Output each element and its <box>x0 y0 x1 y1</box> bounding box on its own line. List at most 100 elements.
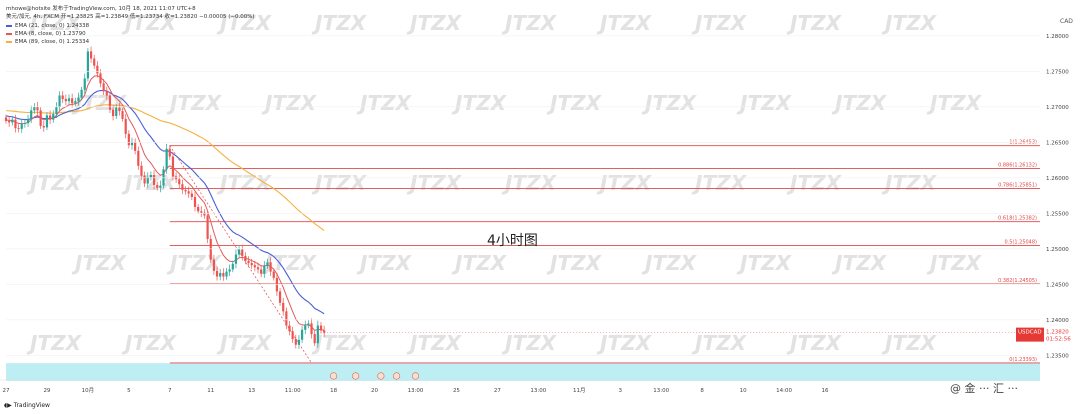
watermark-mark: JTZX <box>26 11 83 35</box>
legend-ema21-label: EMA (21, close, 0) 1.24338 <box>15 23 90 29</box>
countdown-label: 01:52:56 <box>1046 337 1071 343</box>
candle-body <box>146 177 149 184</box>
watermark-mark: JTZX <box>71 251 128 275</box>
x-tick-label: 11 <box>207 388 214 394</box>
watermark-mark: JTZX <box>166 91 223 115</box>
y-tick-label: 1.23500 <box>1046 353 1069 359</box>
legend-ema8[interactable]: EMA (8, close, 0) 1.23790 <box>6 31 86 38</box>
watermark-mark: JTZX <box>736 251 793 275</box>
candle-body <box>272 271 275 278</box>
candle-body <box>316 325 319 344</box>
y-tick-label: 1.26000 <box>1046 176 1069 182</box>
ema89-swatch-icon <box>6 40 12 43</box>
candle-body <box>162 169 165 186</box>
candle-body <box>152 174 156 185</box>
candle-body <box>250 263 253 266</box>
x-tick-label: 10月 <box>82 387 95 394</box>
x-tick-label: 13:00 <box>530 388 546 394</box>
watermark-mark: JTZX <box>881 11 938 35</box>
y-tick-label: 1.25000 <box>1046 247 1069 253</box>
candle-body <box>89 51 93 59</box>
watermark-mark: JTZX <box>406 11 463 35</box>
publisher-line: mhowe@hotsite 发布于TradingView.com, 10月 18… <box>6 6 196 12</box>
watermark-mark: JTZX <box>311 331 368 355</box>
candle-body <box>203 212 206 216</box>
legend-ema21[interactable]: EMA (21, close, 0) 1.24338 <box>6 23 89 30</box>
event-markers <box>330 372 420 380</box>
candle-body <box>55 106 58 114</box>
watermark-mark: JTZX <box>356 91 413 115</box>
watermark-mark: JTZX <box>261 91 318 115</box>
candle-body <box>58 95 61 107</box>
candle-body <box>86 51 89 79</box>
candle-body <box>269 262 272 272</box>
candle-body <box>206 215 209 239</box>
tradingview-logo: ◖▶ TradingView <box>4 402 50 409</box>
watermark-mark: JTZX <box>736 91 793 115</box>
watermark-mark: JTZX <box>786 331 843 355</box>
candle-body <box>187 191 190 194</box>
watermark-mark: JTZX <box>786 11 843 35</box>
x-tick-label: 13:00 <box>408 388 424 394</box>
candle-body <box>297 339 301 345</box>
x-tick-label: 3 <box>619 388 623 394</box>
candle-body <box>74 101 77 104</box>
candle-body <box>256 267 260 270</box>
y-tick-label: 1.27500 <box>1046 69 1069 75</box>
watermark-mark: JTZX <box>831 251 888 275</box>
candle-body <box>108 95 112 110</box>
y-tick-label: 1.24500 <box>1046 282 1069 288</box>
candle-body <box>193 197 197 207</box>
x-tick-label: 11月 <box>573 387 586 394</box>
watermark-mark: JTZX <box>26 171 83 195</box>
highlight-band <box>6 363 1040 381</box>
watermark-mark: JTZX <box>121 331 178 355</box>
ema8-swatch-icon <box>6 32 12 35</box>
candle-body <box>200 211 203 213</box>
x-tick-label: 25 <box>453 388 460 394</box>
watermark-mark: JTZX <box>501 331 558 355</box>
candle-body <box>52 113 55 120</box>
candle-body <box>149 174 152 178</box>
symbol-tag: USDCAD <box>1018 330 1042 336</box>
watermark-mark: JTZX <box>121 171 178 195</box>
watermark-mark: JTZX <box>546 251 603 275</box>
candle-body <box>178 179 181 185</box>
candle-body <box>17 128 20 129</box>
currency-label: CAD <box>1060 18 1073 25</box>
watermark-mark: JTZX <box>641 91 698 115</box>
candle-body <box>71 98 74 104</box>
candle-body <box>247 260 250 264</box>
candle-body <box>159 185 162 188</box>
candle-body <box>20 123 23 129</box>
candle-body <box>215 270 219 277</box>
candle-body <box>127 133 130 146</box>
x-tick-label: 29 <box>43 388 50 394</box>
fib-trendline <box>169 145 312 364</box>
legend-ema89[interactable]: EMA (89, close, 0) 1.25334 <box>6 39 89 46</box>
watermark-mark: JTZX <box>261 251 318 275</box>
legend-ema89-label: EMA (89, close, 0) 1.25334 <box>15 39 90 45</box>
candle-body <box>165 148 168 170</box>
watermark-mark: JTZX <box>691 331 748 355</box>
y-tick-label: 1.25500 <box>1046 211 1069 217</box>
candle-body <box>231 263 234 270</box>
x-tick-label: 10 <box>740 388 747 394</box>
candle-body <box>8 121 11 123</box>
candle-body <box>313 334 316 344</box>
watermark-mark: JTZX <box>451 91 508 115</box>
candle-body <box>99 73 102 84</box>
ohlc-line: 美元/加元, 4h, FXCM 开=1.23825 高=1.23849 低=1.… <box>6 14 255 20</box>
candle-body <box>115 107 118 117</box>
candle-body <box>171 156 175 177</box>
time-axis: 27 29 10月 5 7 11 13 11:00 18 20 13:00 25 27 13:00 11月 3… <box>0 379 1040 394</box>
candle-body <box>212 259 215 271</box>
candle-body <box>156 184 159 188</box>
ema21-swatch-icon <box>6 24 12 27</box>
x-tick-label: 13:00 <box>653 388 669 394</box>
candle-body <box>45 115 49 128</box>
candle-body <box>260 269 263 274</box>
fib-label: 0.5(1.25048) <box>1004 239 1037 245</box>
candle-body <box>23 123 26 124</box>
